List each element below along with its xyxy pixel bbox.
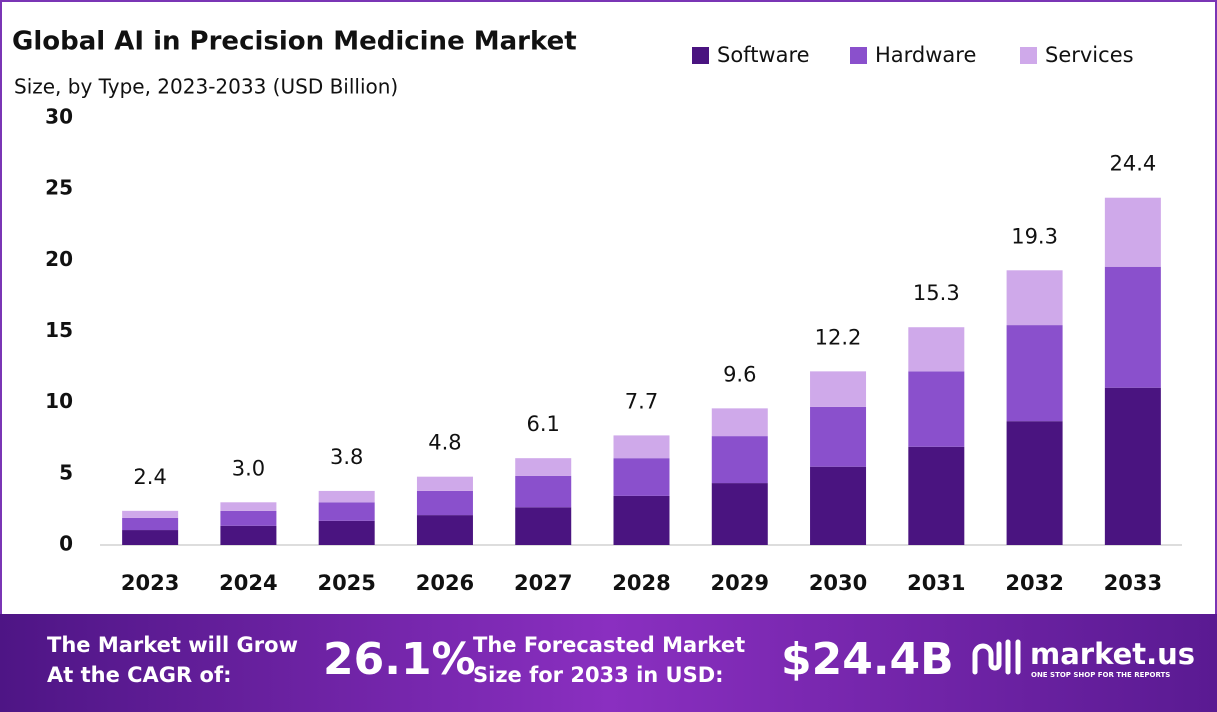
total-label: 9.6 bbox=[723, 362, 756, 386]
bar-segment bbox=[1104, 266, 1161, 388]
bar-segment bbox=[908, 371, 965, 447]
bar-segment bbox=[1006, 270, 1063, 326]
bar-segment bbox=[810, 371, 867, 407]
bar-segment bbox=[1104, 387, 1161, 545]
bar-segment bbox=[318, 490, 375, 503]
bar-segment bbox=[613, 495, 670, 545]
footer-text: Size for 2033 in USD: bbox=[473, 663, 724, 687]
total-label: 6.1 bbox=[527, 412, 560, 436]
bar-segment bbox=[515, 475, 572, 508]
legend-label: Hardware bbox=[875, 43, 976, 67]
bar-segment bbox=[711, 436, 768, 484]
bar-segment bbox=[122, 510, 179, 518]
total-label: 2.4 bbox=[133, 465, 166, 489]
bar-segment bbox=[515, 458, 572, 476]
legend-swatch bbox=[1020, 47, 1037, 64]
bar-segment bbox=[1104, 197, 1161, 267]
y-tick-label: 0 bbox=[59, 532, 73, 556]
brand-name: market.us bbox=[1030, 637, 1195, 671]
x-tick-label: 2029 bbox=[711, 571, 769, 595]
bar-segment bbox=[318, 502, 375, 521]
x-tick-label: 2026 bbox=[416, 571, 474, 595]
legend-label: Software bbox=[717, 43, 810, 67]
bar-segment bbox=[220, 510, 277, 526]
chart-subtitle: Size, by Type, 2023-2033 (USD Billion) bbox=[14, 75, 398, 99]
bar-segment bbox=[220, 525, 277, 545]
bar-segment bbox=[1006, 421, 1063, 545]
bar-segment bbox=[416, 515, 473, 545]
bar-segment bbox=[122, 530, 179, 545]
bar-segment bbox=[711, 483, 768, 545]
bar-segment bbox=[810, 406, 867, 467]
total-label: 7.7 bbox=[625, 389, 658, 413]
footer-text: The Forecasted Market bbox=[473, 633, 745, 657]
x-tick-label: 2023 bbox=[121, 571, 179, 595]
bar-segment bbox=[908, 327, 965, 372]
bar-segment bbox=[220, 502, 277, 511]
y-tick-label: 20 bbox=[45, 247, 73, 271]
bar-segment bbox=[1006, 325, 1063, 422]
total-label: 19.3 bbox=[1011, 224, 1058, 248]
total-label: 24.4 bbox=[1109, 152, 1156, 176]
y-tick-label: 5 bbox=[59, 460, 73, 484]
bar-segment bbox=[416, 476, 473, 491]
y-tick-label: 25 bbox=[45, 176, 73, 200]
x-tick-label: 2024 bbox=[219, 571, 277, 595]
y-tick-label: 30 bbox=[45, 105, 73, 129]
total-label: 15.3 bbox=[913, 281, 960, 305]
legend-label: Services bbox=[1045, 43, 1134, 67]
brand-tagline: ONE STOP SHOP FOR THE REPORTS bbox=[1031, 671, 1170, 679]
bar-segment bbox=[515, 507, 572, 545]
total-label: 3.0 bbox=[232, 456, 265, 480]
x-tick-label: 2030 bbox=[809, 571, 867, 595]
y-tick-label: 15 bbox=[45, 318, 73, 342]
footer-value: 26.1% bbox=[323, 634, 476, 685]
x-tick-label: 2028 bbox=[612, 571, 670, 595]
bar-segment bbox=[122, 517, 179, 531]
footer-band bbox=[0, 614, 1217, 712]
legend-swatch bbox=[692, 47, 709, 64]
bar-segment bbox=[711, 408, 768, 437]
y-tick-label: 10 bbox=[45, 389, 73, 413]
brand-logo bbox=[972, 639, 1021, 675]
x-tick-label: 2027 bbox=[514, 571, 572, 595]
bar-segment bbox=[318, 520, 375, 545]
x-tick-label: 2025 bbox=[317, 571, 375, 595]
x-tick-label: 2033 bbox=[1104, 571, 1162, 595]
bar-segment bbox=[416, 490, 473, 516]
total-label: 12.2 bbox=[815, 325, 862, 349]
footer-text: The Market will Grow bbox=[47, 633, 298, 657]
bar-segment bbox=[613, 435, 670, 459]
legend-swatch bbox=[850, 47, 867, 64]
bar-segment bbox=[810, 466, 867, 545]
bar-segment bbox=[908, 446, 965, 545]
x-tick-label: 2031 bbox=[907, 571, 965, 595]
total-label: 3.8 bbox=[330, 445, 363, 469]
footer-text: At the CAGR of: bbox=[47, 663, 232, 687]
bar-segment bbox=[613, 458, 670, 496]
total-label: 4.8 bbox=[428, 431, 461, 455]
x-tick-label: 2032 bbox=[1005, 571, 1063, 595]
chart-title: Global AI in Precision Medicine Market bbox=[12, 27, 577, 57]
footer-value: $24.4B bbox=[781, 634, 954, 685]
